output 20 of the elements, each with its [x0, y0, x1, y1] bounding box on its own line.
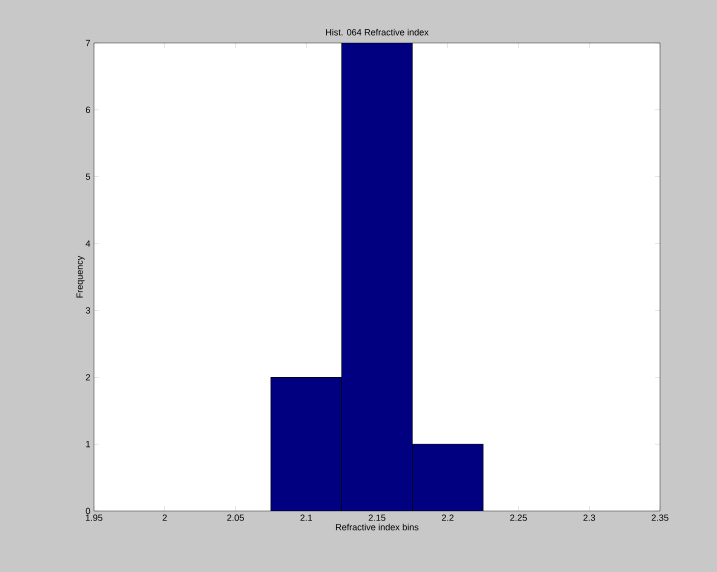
chart-title: Hist. 064 Refractive index [326, 28, 429, 36]
y-tick-label: 7 [86, 40, 90, 46]
y-tick-label: 2 [86, 374, 90, 380]
x-tick-label: 2.1 [300, 514, 312, 521]
y-tick-label: 3 [86, 307, 90, 314]
y-tick-label: 1 [86, 441, 90, 448]
x-tick-label: 2 [162, 514, 167, 521]
y-axis-title: Frequency [76, 256, 85, 298]
x-axis-title: Refractive index bins [336, 524, 418, 530]
x-tick-label: 2.05 [227, 514, 244, 521]
y-tick-label: 6 [86, 106, 90, 114]
x-tick-label: 2.3 [583, 514, 596, 521]
x-tick-label: 1.95 [86, 514, 102, 521]
y-tick-label: 0 [86, 508, 90, 514]
y-tick-label: 4 [86, 240, 90, 247]
x-tick-label: 2.25 [510, 514, 527, 521]
y-tick-label: 5 [86, 174, 90, 180]
x-tick-label: 2.35 [652, 514, 668, 521]
x-tick-label: 2.15 [368, 514, 386, 521]
x-tick-label: 2.2 [442, 514, 454, 521]
